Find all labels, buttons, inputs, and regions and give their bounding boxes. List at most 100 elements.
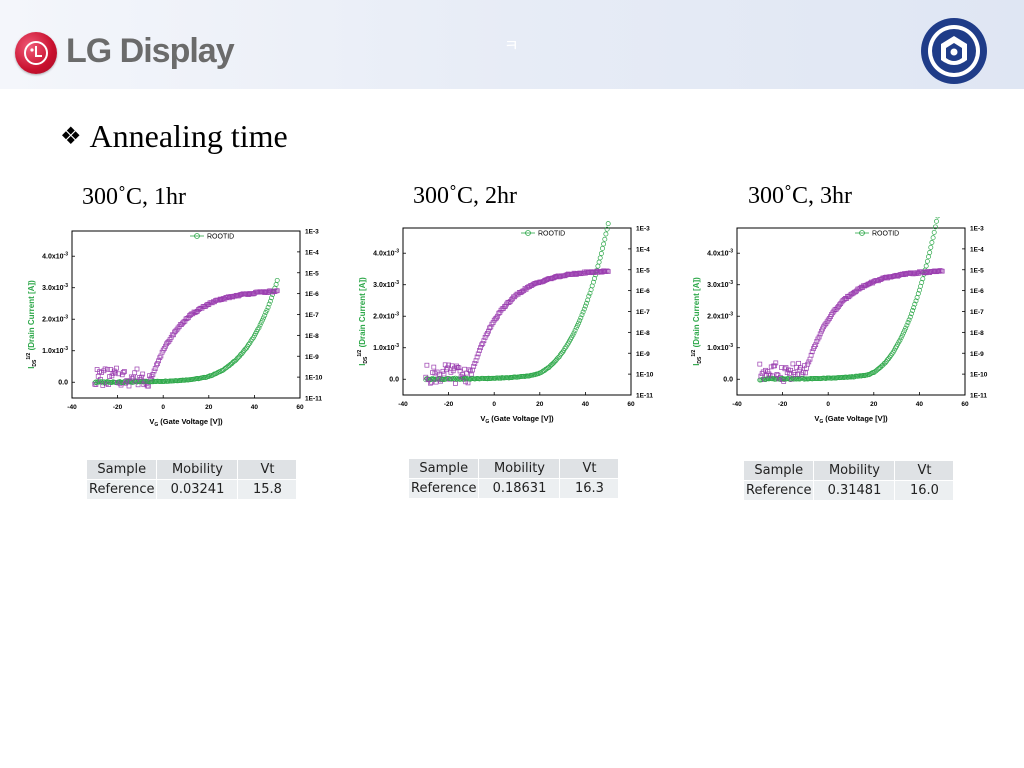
y-right-tick-label: 1E-6	[970, 288, 984, 295]
sqrt-point	[928, 244, 934, 250]
y-right-tick-label: 1E-11	[305, 396, 322, 403]
sqrt-point	[262, 312, 268, 318]
y-right-tick-label: 1E-9	[305, 354, 319, 361]
log-point	[440, 368, 446, 374]
table-cell: Reference	[85, 479, 158, 500]
log-point	[472, 361, 478, 366]
log-point	[139, 374, 144, 380]
sqrt-point	[264, 307, 270, 313]
log-point	[424, 362, 430, 368]
sqrt-point	[578, 315, 584, 321]
table-header-cell: Vt	[237, 459, 298, 480]
x-tick-label: -20	[778, 401, 788, 408]
y-left-tick-label: 1.0x10-3	[707, 343, 733, 352]
table-header-cell: Sample	[85, 459, 158, 480]
log-point	[475, 351, 481, 357]
y-left-tick-label: 4.0x10-3	[373, 249, 399, 258]
sqrt-point	[274, 277, 280, 283]
legend-label: ROOTID	[538, 231, 565, 238]
sqrt-point	[257, 322, 263, 328]
sqrt-point	[574, 323, 580, 328]
table-cell: 0.03241	[156, 479, 239, 500]
log-point	[124, 378, 130, 383]
sqrt-point	[906, 317, 912, 323]
sqrt-point	[905, 320, 911, 325]
log-point	[146, 383, 151, 389]
log-point	[772, 363, 777, 369]
log-point	[155, 361, 160, 366]
sqrt-point	[580, 309, 586, 315]
data-points	[757, 217, 945, 384]
log-point	[135, 382, 141, 388]
log-point	[151, 368, 157, 374]
x-axis-label: VG (Gate Voltage [V])	[149, 417, 223, 428]
slide-header: LG Display ㅋ	[0, 0, 1024, 89]
log-point	[809, 349, 815, 355]
log-point	[477, 348, 482, 353]
sqrt-point	[576, 320, 582, 326]
x-tick-label: 0	[161, 404, 165, 411]
sqrt-point	[927, 250, 933, 255]
y-left-tick-label: 4.0x10-3	[42, 252, 68, 261]
table-header-cell: Mobility	[478, 458, 561, 479]
sqrt-point	[920, 276, 926, 282]
y-left-tick-label: 0.0	[58, 380, 68, 387]
sqrt-point	[929, 240, 935, 245]
sqrt-point	[897, 337, 903, 343]
table-cell: 16.3	[559, 478, 620, 499]
x-tick-label: 40	[582, 401, 590, 408]
y-left-axis-label: IDS1/2 (Drain Current [A])	[26, 280, 38, 369]
sqrt-point	[903, 325, 909, 331]
log-point	[140, 371, 146, 377]
y-right-tick-label: 1E-3	[636, 226, 650, 233]
sqrt-point	[586, 293, 592, 299]
panel-caption-3hr: 300˚C, 3hr	[748, 183, 852, 209]
sqrt-point	[452, 375, 458, 381]
x-tick-label: 60	[296, 404, 304, 411]
y-right-tick-label: 1E-7	[305, 312, 319, 319]
sqrt-point	[785, 375, 791, 381]
y-right-tick-label: 1E-11	[636, 393, 653, 400]
sqrt-point	[908, 311, 914, 317]
y-right-tick-label: 1E-5	[636, 267, 650, 274]
y-right-tick-label: 1E-5	[305, 270, 319, 277]
table-header-cell: Sample	[742, 460, 815, 481]
sqrt-point	[94, 380, 100, 386]
x-tick-label: 40	[916, 401, 924, 408]
log-point	[122, 369, 127, 374]
sqrt-point	[572, 327, 578, 333]
y-right-tick-label: 1E-8	[970, 330, 984, 337]
legend-marker	[194, 233, 200, 239]
sqrt-point	[603, 231, 609, 237]
sqrt-point	[851, 374, 857, 380]
table-cell: Reference	[407, 478, 480, 499]
log-point	[116, 371, 122, 377]
sqrt-point	[571, 330, 577, 336]
x-tick-label: 20	[205, 404, 213, 411]
sqrt-point	[266, 301, 272, 307]
table-row: Reference 0.03241 15.8	[85, 479, 298, 500]
y-left-tick-label: 3.0x10-3	[707, 280, 733, 289]
table-cell: 0.31481	[813, 480, 896, 501]
table-cell: 15.8	[237, 479, 298, 500]
y-left-tick-label: 1.0x10-3	[373, 343, 399, 352]
sqrt-point	[206, 374, 212, 379]
legend-label: ROOTID	[872, 231, 899, 238]
brand-name: LG Display	[66, 32, 235, 70]
y-left-tick-label: 0.0	[723, 377, 733, 384]
log-point	[790, 361, 796, 367]
panel-caption-1hr: 300˚C, 1hr	[82, 184, 186, 210]
table-header-cell: Vt	[559, 458, 620, 479]
x-tick-label: 0	[826, 401, 830, 408]
plot-frame	[736, 227, 966, 396]
chart-panel-1hr: -40 -20 0 20 40 60 0.0 1.0x10-3 2.0x10-3 3.0x10-3…	[14, 220, 324, 440]
sqrt-point	[605, 221, 611, 227]
log-point	[274, 288, 280, 294]
table-header-row: Sample Mobility Vt	[407, 458, 620, 479]
log-point	[134, 366, 140, 372]
log-point	[446, 362, 451, 368]
table-row: Reference 0.18631 16.3	[407, 478, 620, 499]
table-cell: Reference	[742, 480, 815, 501]
x-tick-label: -40	[67, 404, 77, 411]
log-point	[459, 372, 465, 377]
